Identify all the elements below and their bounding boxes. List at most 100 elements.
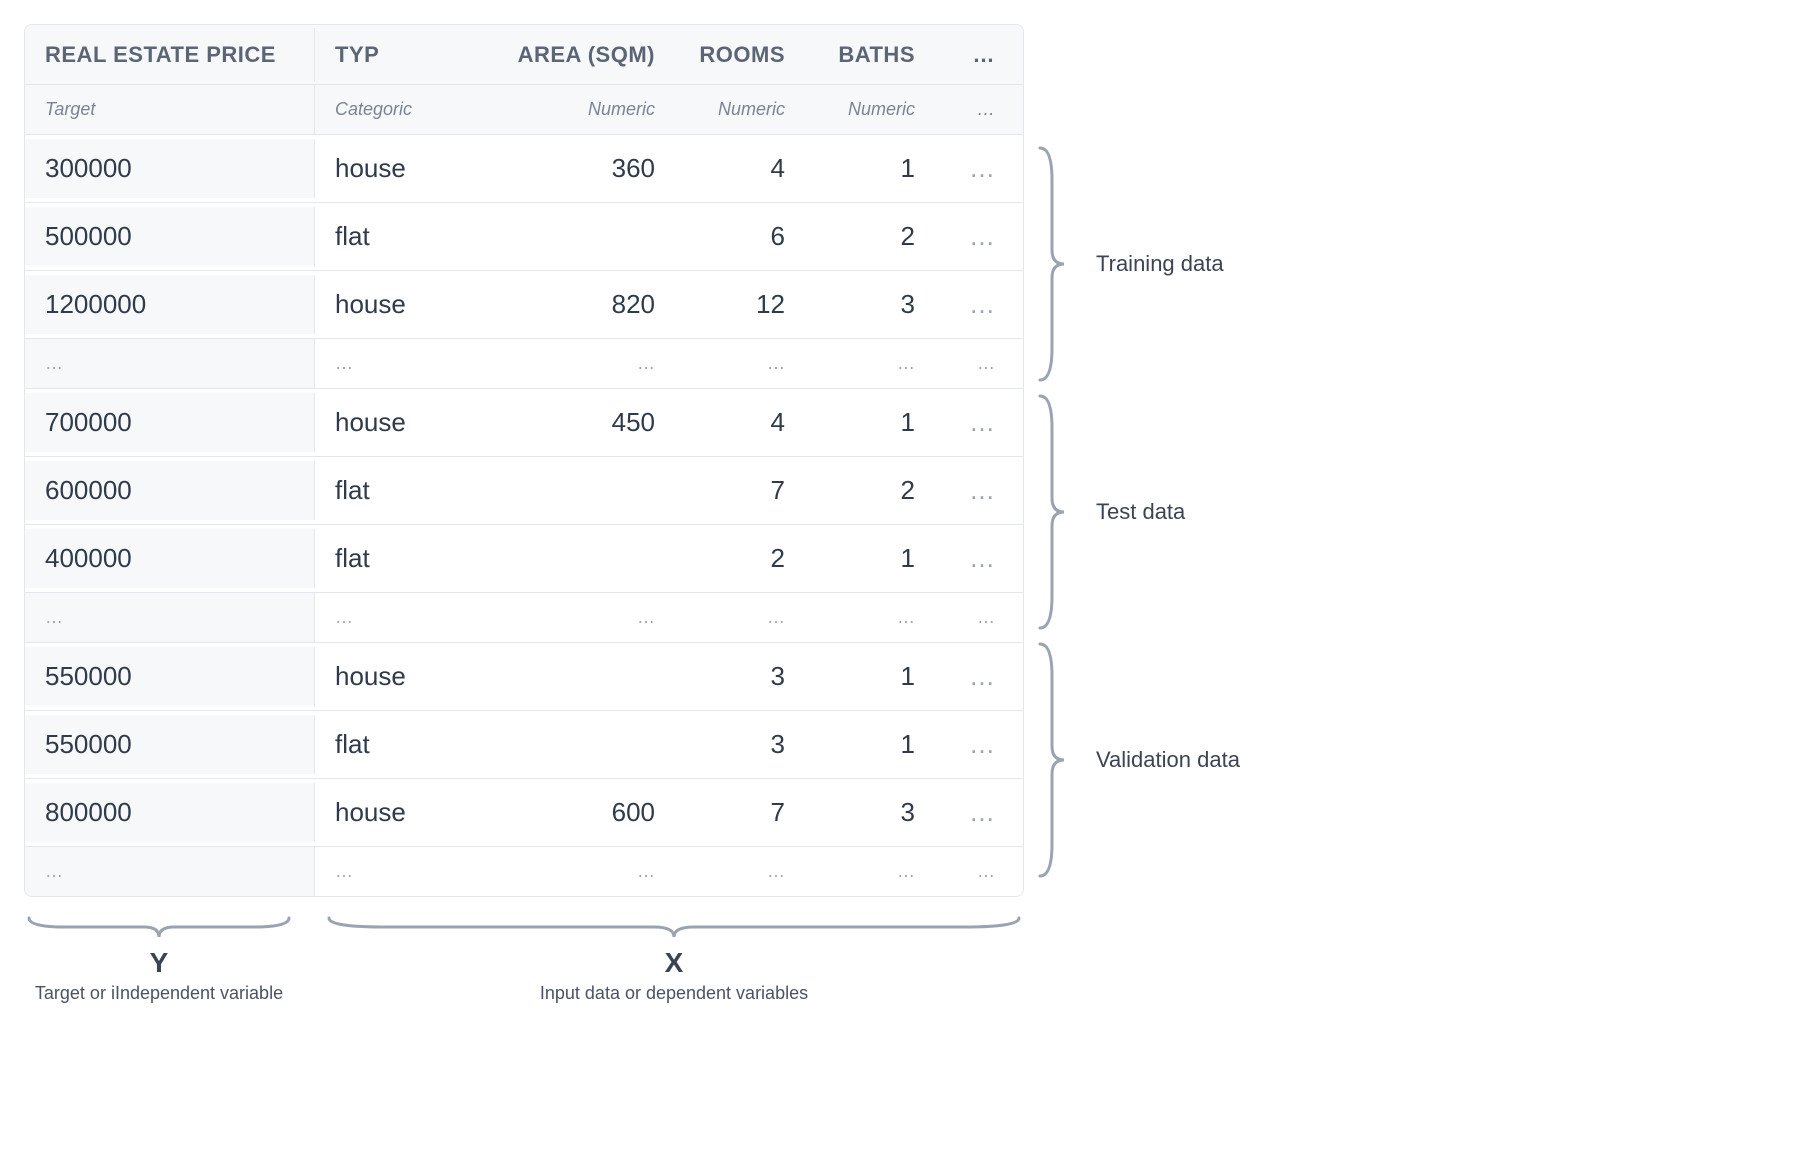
cell-ellipsis: … xyxy=(805,593,935,642)
bracket-icon xyxy=(1036,388,1068,636)
col-sub-rooms: Numeric xyxy=(675,85,805,134)
cell-baths: 3 xyxy=(805,783,935,842)
cell-more: … xyxy=(935,529,1015,588)
header-row: REAL ESTATE PRICE TYP AREA (SQM) ROOMS B… xyxy=(25,25,1023,85)
cell-ellipsis: … xyxy=(465,593,675,642)
cell-more: … xyxy=(935,783,1015,842)
cell-baths: 1 xyxy=(805,715,935,774)
col-header-area: AREA (SQM) xyxy=(465,28,675,82)
cell-more: … xyxy=(935,715,1015,774)
side-labels: Training data Test data Validation data xyxy=(1036,24,1240,884)
cell-target: 700000 xyxy=(25,393,315,452)
bracket-icon xyxy=(1036,636,1068,884)
x-title: X xyxy=(665,947,684,979)
table-row: 700000 house 450 4 1 … xyxy=(25,389,1023,457)
brace-icon xyxy=(24,913,294,941)
cell-typ: house xyxy=(315,783,465,842)
col-sub-more: … xyxy=(935,85,1015,134)
cell-typ: house xyxy=(315,139,465,198)
cell-rooms: 4 xyxy=(675,139,805,198)
cell-typ: house xyxy=(315,393,465,452)
cell-target: 600000 xyxy=(25,461,315,520)
cell-typ: house xyxy=(315,275,465,334)
cell-baths: 1 xyxy=(805,139,935,198)
cell-area xyxy=(465,731,675,759)
cell-rooms: 3 xyxy=(675,647,805,706)
cell-baths: 1 xyxy=(805,647,935,706)
cell-target: 400000 xyxy=(25,529,315,588)
x-column-label: X Input data or dependent variables xyxy=(324,913,1024,1004)
cell-ellipsis: … xyxy=(25,339,315,388)
x-subtitle: Input data or dependent variables xyxy=(540,983,808,1004)
col-sub-baths: Numeric xyxy=(805,85,935,134)
cell-ellipsis: … xyxy=(675,847,805,896)
cell-ellipsis: … xyxy=(315,593,465,642)
cell-target: 800000 xyxy=(25,783,315,842)
cell-more: … xyxy=(935,393,1015,452)
col-header-target: REAL ESTATE PRICE xyxy=(25,28,315,82)
cell-ellipsis: … xyxy=(805,339,935,388)
cell-ellipsis: … xyxy=(465,847,675,896)
bracket-icon xyxy=(1036,140,1068,388)
cell-area xyxy=(465,477,675,505)
test-label: Test data xyxy=(1096,499,1185,525)
table-row: 550000 house 3 1 … xyxy=(25,643,1023,711)
cell-target: 1200000 xyxy=(25,275,315,334)
cell-typ: house xyxy=(315,647,465,706)
cell-area xyxy=(465,223,675,251)
cell-rooms: 12 xyxy=(675,275,805,334)
col-header-typ: TYP xyxy=(315,28,465,82)
cell-ellipsis: … xyxy=(465,339,675,388)
training-label: Training data xyxy=(1096,251,1224,277)
brace-icon xyxy=(324,913,1024,941)
table-row: 400000 flat 2 1 … xyxy=(25,525,1023,593)
ellipsis-row: … … … … … … xyxy=(25,847,1023,896)
col-sub-area: Numeric xyxy=(465,85,675,134)
cell-typ: flat xyxy=(315,715,465,774)
validation-section: Validation data xyxy=(1036,636,1240,884)
cell-ellipsis: … xyxy=(25,593,315,642)
cell-target: 300000 xyxy=(25,139,315,198)
training-section: Training data xyxy=(1036,140,1240,388)
col-sub-typ: Categoric xyxy=(315,85,465,134)
col-header-rooms: ROOMS xyxy=(675,28,805,82)
cell-target: 550000 xyxy=(25,647,315,706)
cell-baths: 2 xyxy=(805,207,935,266)
cell-baths: 1 xyxy=(805,529,935,588)
ellipsis-row: … … … … … … xyxy=(25,339,1023,389)
bottom-braces: Y Target or iIndependent variable X Inpu… xyxy=(24,913,1024,1004)
table-row: 800000 house 600 7 3 … xyxy=(25,779,1023,847)
cell-target: 500000 xyxy=(25,207,315,266)
cell-ellipsis: … xyxy=(25,847,315,896)
cell-typ: flat xyxy=(315,529,465,588)
cell-ellipsis: … xyxy=(935,847,1015,896)
data-table: REAL ESTATE PRICE TYP AREA (SQM) ROOMS B… xyxy=(24,24,1024,897)
cell-more: … xyxy=(935,647,1015,706)
cell-baths: 1 xyxy=(805,393,935,452)
cell-typ: flat xyxy=(315,461,465,520)
table-row: 1200000 house 820 12 3 … xyxy=(25,271,1023,339)
cell-area xyxy=(465,545,675,573)
y-title: Y xyxy=(150,947,169,979)
cell-baths: 3 xyxy=(805,275,935,334)
subheader-row: Target Categoric Numeric Numeric Numeric… xyxy=(25,85,1023,135)
cell-rooms: 6 xyxy=(675,207,805,266)
cell-more: … xyxy=(935,461,1015,520)
cell-ellipsis: … xyxy=(675,339,805,388)
col-header-baths: BATHS xyxy=(805,28,935,82)
cell-target: 550000 xyxy=(25,715,315,774)
col-header-more: … xyxy=(935,28,1015,82)
cell-rooms: 7 xyxy=(675,783,805,842)
cell-ellipsis: … xyxy=(315,339,465,388)
cell-area: 600 xyxy=(465,783,675,842)
table-row: 550000 flat 3 1 … xyxy=(25,711,1023,779)
table-row: 500000 flat 6 2 … xyxy=(25,203,1023,271)
cell-rooms: 2 xyxy=(675,529,805,588)
col-sub-target: Target xyxy=(25,85,315,134)
cell-area: 450 xyxy=(465,393,675,452)
cell-ellipsis: … xyxy=(315,847,465,896)
y-subtitle: Target or iIndependent variable xyxy=(35,983,283,1004)
cell-ellipsis: … xyxy=(935,593,1015,642)
test-section: Test data xyxy=(1036,388,1240,636)
cell-rooms: 3 xyxy=(675,715,805,774)
